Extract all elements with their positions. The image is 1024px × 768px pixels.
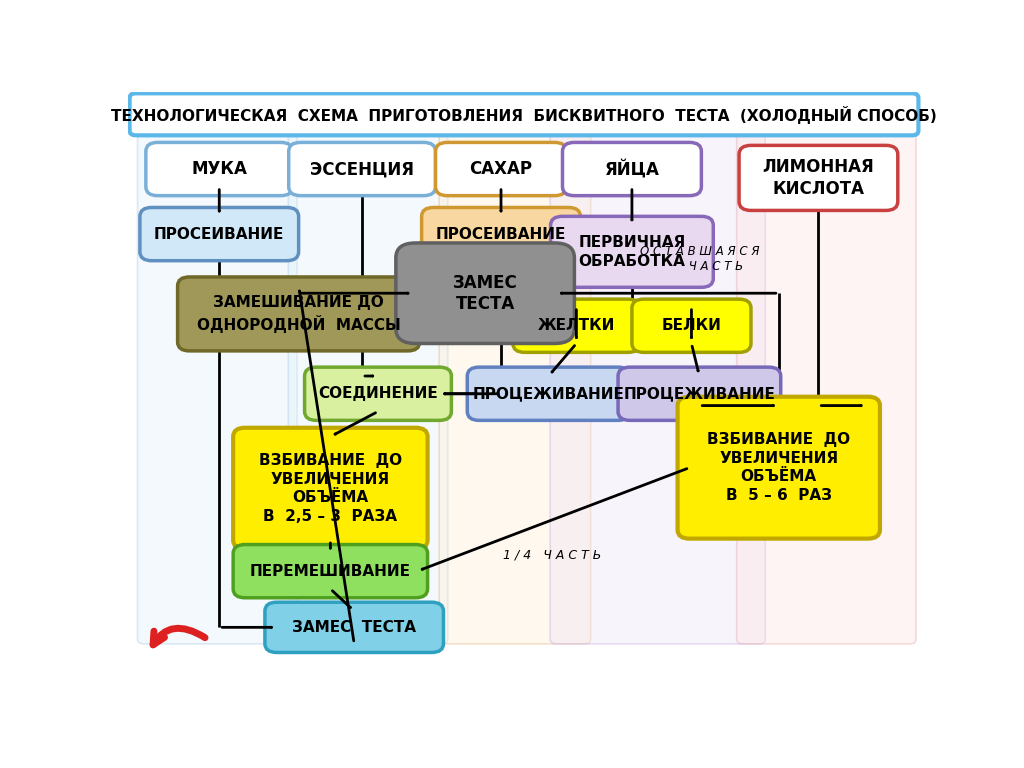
FancyBboxPatch shape <box>233 428 428 549</box>
FancyBboxPatch shape <box>632 300 751 353</box>
FancyBboxPatch shape <box>439 123 591 644</box>
FancyBboxPatch shape <box>265 602 443 653</box>
Text: ЖЕЛТКИ: ЖЕЛТКИ <box>538 318 615 333</box>
FancyBboxPatch shape <box>551 217 714 287</box>
Text: 1 / 4   Ч А С Т Ь: 1 / 4 Ч А С Т Ь <box>504 548 602 561</box>
FancyBboxPatch shape <box>130 94 919 135</box>
FancyBboxPatch shape <box>513 300 640 353</box>
FancyBboxPatch shape <box>289 123 447 644</box>
FancyBboxPatch shape <box>678 397 880 538</box>
Text: СОЕДИНЕНИЕ: СОЕДИНЕНИЕ <box>318 386 438 401</box>
Text: ЗАМЕС  ТЕСТА: ЗАМЕС ТЕСТА <box>292 620 416 635</box>
FancyArrowPatch shape <box>154 628 205 645</box>
Text: ТЕХНОЛОГИЧЕСКАЯ  СХЕМА  ПРИГОТОВЛЕНИЯ  БИСКВИТНОГО  ТЕСТА  (ХОЛОДНЫЙ СПОСОБ): ТЕХНОЛОГИЧЕСКАЯ СХЕМА ПРИГОТОВЛЕНИЯ БИСК… <box>112 106 937 124</box>
FancyBboxPatch shape <box>140 207 299 260</box>
FancyBboxPatch shape <box>422 207 581 260</box>
Text: ПЕРВИЧНАЯ
ОБРАБОТКА: ПЕРВИЧНАЯ ОБРАБОТКА <box>579 235 685 269</box>
FancyBboxPatch shape <box>396 243 574 343</box>
FancyBboxPatch shape <box>137 123 297 644</box>
Text: ЗАМЕС
ТЕСТА: ЗАМЕС ТЕСТА <box>453 274 517 313</box>
Text: ЯЙЦА: ЯЙЦА <box>604 160 659 178</box>
Text: БЕЛКИ: БЕЛКИ <box>662 318 721 333</box>
FancyBboxPatch shape <box>736 123 916 644</box>
Text: ВЗБИВАНИЕ  ДО
УВЕЛИЧЕНИЯ
ОБЪЁМА
В  2,5 – 3  РАЗА: ВЗБИВАНИЕ ДО УВЕЛИЧЕНИЯ ОБЪЁМА В 2,5 – 3… <box>259 453 402 524</box>
FancyBboxPatch shape <box>289 142 435 196</box>
Text: САХАР: САХАР <box>469 160 532 178</box>
FancyBboxPatch shape <box>233 545 428 598</box>
Text: ВЗБИВАНИЕ  ДО
УВЕЛИЧЕНИЯ
ОБЪЁМА
В  5 – 6  РАЗ: ВЗБИВАНИЕ ДО УВЕЛИЧЕНИЯ ОБЪЁМА В 5 – 6 Р… <box>708 432 850 503</box>
FancyBboxPatch shape <box>435 142 566 196</box>
FancyBboxPatch shape <box>304 367 452 420</box>
Text: МУКА: МУКА <box>191 160 247 178</box>
FancyBboxPatch shape <box>145 142 293 196</box>
Text: О С Т А В Ш А Я С Я
         Ч А С Т Ь: О С Т А В Ш А Я С Я Ч А С Т Ь <box>640 245 759 273</box>
Text: ПРОСЕИВАНИЕ: ПРОСЕИВАНИЕ <box>436 227 566 242</box>
FancyBboxPatch shape <box>467 367 630 420</box>
Text: ПРОСЕИВАНИЕ: ПРОСЕИВАНИЕ <box>154 227 285 242</box>
Text: ПРОЦЕЖИВАНИЕ: ПРОЦЕЖИВАНИЕ <box>473 386 625 401</box>
Text: ПЕРЕМЕШИВАНИЕ: ПЕРЕМЕШИВАНИЕ <box>250 564 411 578</box>
Text: ЭССЕНЦИЯ: ЭССЕНЦИЯ <box>310 160 414 178</box>
Text: ЗАМЕШИВАНИЕ ДО
ОДНОРОДНОЙ  МАССЫ: ЗАМЕШИВАНИЕ ДО ОДНОРОДНОЙ МАССЫ <box>197 295 400 333</box>
Text: ПРОЦЕЖИВАНИЕ: ПРОЦЕЖИВАНИЕ <box>624 386 775 401</box>
FancyBboxPatch shape <box>177 277 420 351</box>
FancyBboxPatch shape <box>550 123 765 644</box>
FancyBboxPatch shape <box>618 367 780 420</box>
Text: ЛИМОННАЯ
КИСЛОТА: ЛИМОННАЯ КИСЛОТА <box>763 157 874 198</box>
FancyBboxPatch shape <box>739 145 898 210</box>
FancyBboxPatch shape <box>562 142 701 196</box>
